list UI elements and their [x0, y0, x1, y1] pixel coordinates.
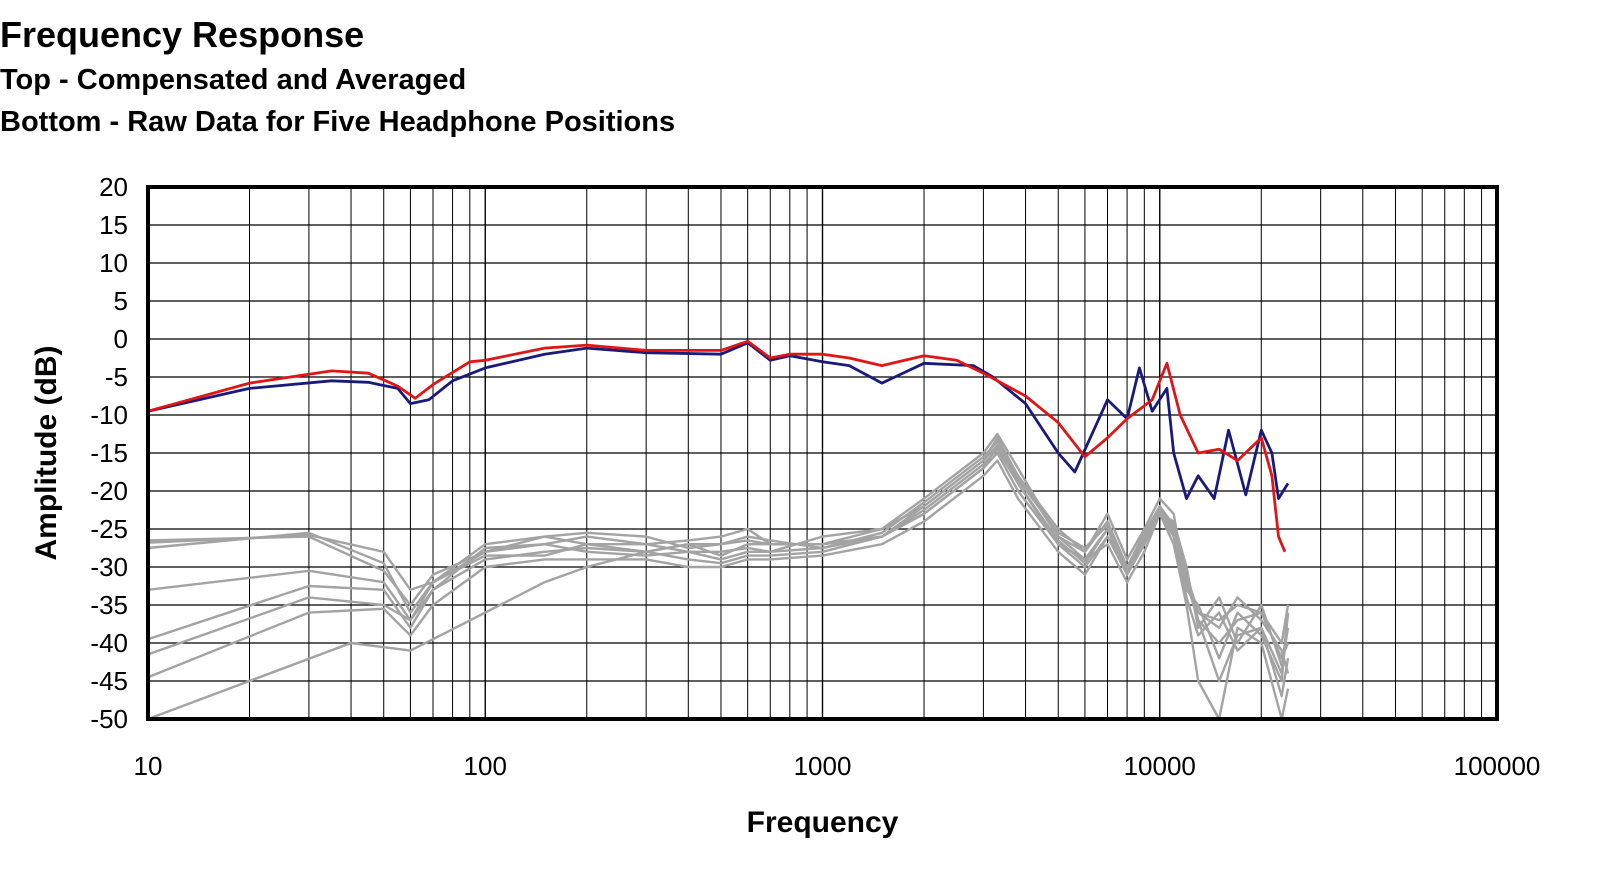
x-tick-label: 100000 — [1454, 751, 1541, 781]
y-tick-label: 20 — [99, 172, 128, 202]
y-tick-label: -25 — [90, 514, 128, 544]
y-tick-label: 10 — [99, 248, 128, 278]
chart-subtitle-bottom: Bottom - Raw Data for Five Headphone Pos… — [0, 106, 676, 138]
raw-series-line — [147, 459, 1290, 721]
raw-series-line — [147, 444, 1290, 667]
x-tick-label: 100 — [464, 751, 507, 781]
y-tick-label: 15 — [99, 210, 128, 240]
blue-series-line — [147, 341, 1290, 500]
x-tick-label: 10000 — [1124, 751, 1196, 781]
y-tick-label: -5 — [105, 362, 128, 392]
grid-lines — [147, 186, 1497, 720]
x-tick-labels: 10 100 1000 10000 100000 — [134, 751, 1541, 781]
y-tick-label: -45 — [90, 666, 128, 696]
y-tick-label: 0 — [114, 324, 128, 354]
red-series-line — [147, 339, 1287, 553]
chart-title: Frequency Response — [0, 14, 365, 55]
plot-frame — [146, 185, 1499, 721]
y-tick-label: -40 — [90, 628, 128, 658]
y-tick-label: -20 — [90, 476, 128, 506]
raw-series-group — [147, 432, 1290, 721]
raw-series-line — [147, 440, 1290, 645]
y-tick-label: -30 — [90, 552, 128, 582]
y-axis-label: Amplitude (dB) — [30, 346, 63, 561]
raw-series-line — [147, 448, 1290, 721]
y-tick-labels: 20 15 10 5 0 -5 -10 -15 -20 -25 -30 -35 -40 -45 -50 — [90, 172, 128, 734]
y-tick-label: 5 — [114, 286, 128, 316]
raw-series-line — [147, 444, 1290, 698]
x-tick-label: 10 — [134, 751, 163, 781]
compensated-series-group — [147, 339, 1290, 553]
x-tick-label: 1000 — [794, 751, 852, 781]
y-tick-label: -10 — [90, 400, 128, 430]
y-tick-label: -50 — [90, 704, 128, 734]
chart-subtitle-top: Top - Compensated and Averaged — [0, 64, 467, 96]
y-tick-label: -15 — [90, 438, 128, 468]
x-axis-label: Frequency — [747, 806, 899, 839]
y-tick-label: -35 — [90, 590, 128, 620]
